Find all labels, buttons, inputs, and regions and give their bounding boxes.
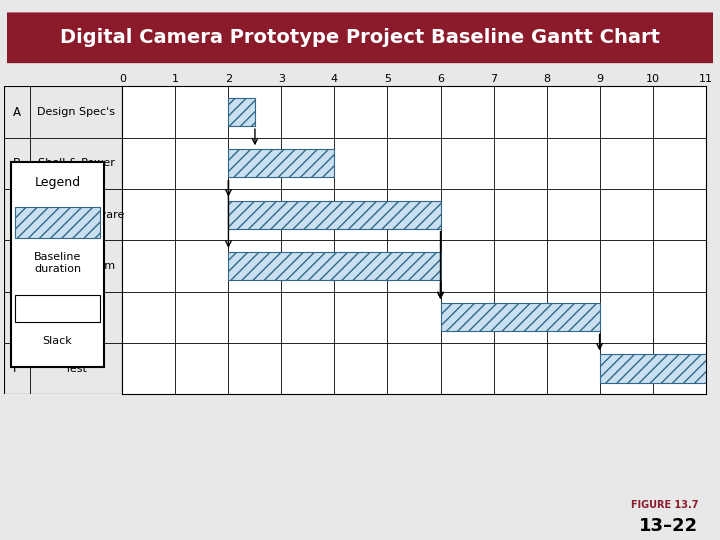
Text: F: F [14, 362, 20, 375]
Text: D: D [12, 259, 21, 273]
Text: E: E [13, 310, 20, 324]
Text: FIGURE 13.7: FIGURE 13.7 [631, 500, 698, 510]
Bar [16, 207, 99, 238]
Text: Test: Test [65, 363, 87, 374]
Bar [228, 200, 441, 229]
Bar [16, 295, 99, 322]
Text: Assemble: Assemble [49, 312, 103, 322]
Text: B: B [13, 157, 21, 170]
Text: Shell & Power: Shell & Power [37, 158, 114, 168]
FancyBboxPatch shape [0, 12, 720, 63]
Text: 13–22: 13–22 [639, 517, 698, 535]
Text: C: C [12, 208, 21, 221]
Text: Zoom System: Zoom System [37, 261, 114, 271]
Text: Digital Camera Prototype Project Baseline Gantt Chart: Digital Camera Prototype Project Baselin… [60, 28, 660, 48]
Text: Slack: Slack [42, 336, 73, 347]
Bar [228, 149, 335, 178]
Bar [600, 354, 706, 383]
Text: Legend: Legend [35, 177, 81, 190]
Bar [228, 98, 255, 126]
Bar [228, 252, 441, 280]
Text: Design Spec's: Design Spec's [37, 107, 115, 117]
Text: Baseline
duration: Baseline duration [34, 252, 81, 274]
Text: Memory/Software: Memory/Software [27, 210, 125, 220]
Text: A: A [13, 105, 21, 119]
Bar [441, 303, 600, 332]
